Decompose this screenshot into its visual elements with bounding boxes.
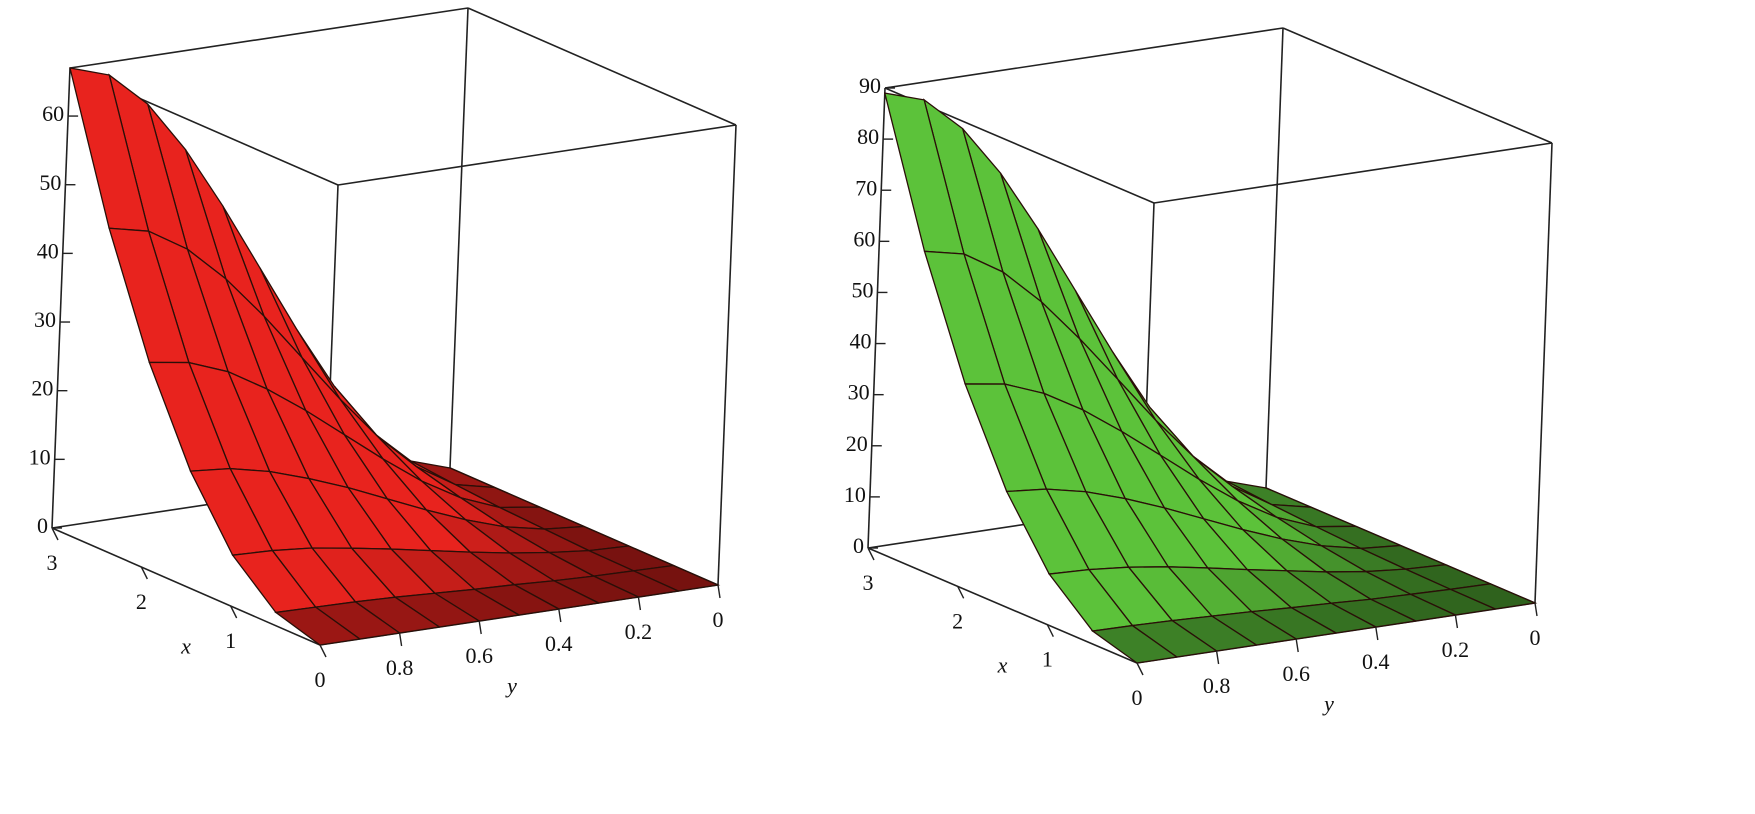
y-tick xyxy=(637,596,642,611)
box-edge xyxy=(51,67,71,529)
x-tick-label: 0 xyxy=(1132,685,1143,710)
x-axis-label: x xyxy=(997,653,1008,678)
x-tick xyxy=(51,527,59,541)
y-tick-label: 0.8 xyxy=(386,655,414,680)
x-tick-label: 2 xyxy=(136,589,147,614)
z-tick-label: 60 xyxy=(42,101,64,126)
box-edge xyxy=(467,7,737,126)
z-tick-label: 30 xyxy=(848,380,870,405)
y-tick xyxy=(717,584,721,599)
z-tick-label: 70 xyxy=(855,175,877,200)
x-tick-label: 1 xyxy=(1042,647,1053,672)
y-tick-label: 0 xyxy=(713,607,724,632)
box-edge xyxy=(51,527,321,646)
y-tick xyxy=(558,608,562,623)
y-tick xyxy=(1215,650,1220,665)
x-tick-label: 3 xyxy=(47,550,58,575)
x-tick-label: 2 xyxy=(952,608,963,633)
box-edge xyxy=(1153,142,1553,204)
surface-patch xyxy=(1090,624,1179,664)
z-tick-label: 20 xyxy=(31,376,53,401)
box-edge xyxy=(884,27,1284,89)
z-tick-label: 90 xyxy=(859,73,881,98)
z-tick-label: 80 xyxy=(857,124,879,149)
y-tick xyxy=(1534,602,1538,617)
box-edge xyxy=(337,124,737,186)
z-tick-label: 50 xyxy=(39,170,61,195)
x-tick xyxy=(230,605,238,619)
box-edge xyxy=(867,547,1138,664)
y-axis-label: y xyxy=(1322,691,1334,716)
y-tick xyxy=(478,620,482,635)
x-tick xyxy=(867,547,875,561)
box-edge xyxy=(69,7,469,69)
x-tick-label: 0 xyxy=(315,667,326,692)
box-edge xyxy=(1282,27,1553,144)
x-tick xyxy=(1136,662,1144,676)
y-tick xyxy=(1295,638,1299,653)
x-tick-label: 1 xyxy=(225,628,236,653)
x-tick xyxy=(1046,624,1054,637)
y-tick-label: 0 xyxy=(1530,625,1541,650)
y-tick xyxy=(398,632,403,647)
surface-patch xyxy=(274,606,362,646)
z-tick-label: 60 xyxy=(853,226,875,251)
y-tick-label: 0.4 xyxy=(545,631,573,656)
z-tick-label: 40 xyxy=(37,238,59,263)
x-tick xyxy=(140,566,148,580)
z-tick-label: 50 xyxy=(851,277,873,302)
box-edge xyxy=(867,87,886,549)
box-edge xyxy=(1265,27,1284,489)
y-tick xyxy=(1454,614,1459,629)
y-tick-label: 0.6 xyxy=(1282,661,1310,686)
x-tick xyxy=(957,586,965,599)
z-tick-label: 30 xyxy=(34,307,56,332)
box-edge xyxy=(1534,142,1553,604)
x-axis-label: x xyxy=(180,634,191,659)
y-tick-label: 0.6 xyxy=(465,643,493,668)
y-tick-label: 0.2 xyxy=(625,619,653,644)
z-tick-label: 20 xyxy=(846,431,868,456)
z-tick-label: 10 xyxy=(844,482,866,507)
y-tick xyxy=(1375,626,1379,641)
y-tick-label: 0.8 xyxy=(1203,673,1231,698)
x-tick-label: 3 xyxy=(863,570,874,595)
y-tick-label: 0.2 xyxy=(1442,637,1470,662)
z-tick-label: 0 xyxy=(853,533,864,558)
y-axis-label: y xyxy=(505,673,517,698)
box-edge xyxy=(449,7,469,469)
z-tick-label: 0 xyxy=(37,513,48,538)
z-tick-label: 10 xyxy=(29,444,51,469)
box-edge xyxy=(717,124,737,586)
x-tick xyxy=(319,644,327,658)
y-tick-label: 0.4 xyxy=(1362,649,1390,674)
z-tick-label: 40 xyxy=(850,329,872,354)
